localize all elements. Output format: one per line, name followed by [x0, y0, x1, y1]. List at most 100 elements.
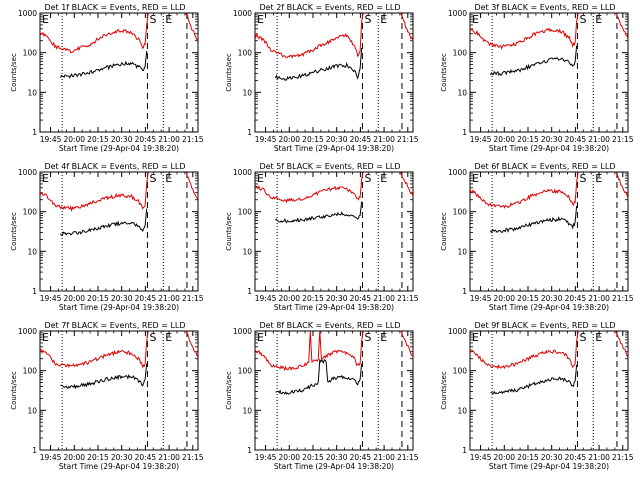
marker-label: E	[257, 331, 264, 344]
panel-8: Det 8f BLACK = Events, RED = LLD 1 10 100 10…	[225, 321, 419, 471]
panel-title: Det 6f BLACK = Events, RED = LLD	[474, 162, 615, 171]
y-tick-label: 100	[453, 367, 468, 376]
x-tick-label: 21:00	[158, 453, 180, 462]
x-tick-label: 20:00	[493, 294, 515, 303]
panel-title: Det 3f BLACK = Events, RED = LLD	[474, 3, 615, 12]
panel-9: Det 9f BLACK = Events, RED = LLD 1 10 100 10…	[440, 321, 634, 471]
y-tick-label: 100	[238, 367, 253, 376]
marker-label: E	[472, 13, 479, 26]
marker-label: E	[42, 172, 49, 185]
plot-frame	[469, 330, 629, 451]
plot-frame	[254, 330, 414, 451]
y-axis-label: Counts/sec	[225, 212, 233, 251]
panel-2: Det 2f BLACK = Events, RED = LLD 1 10 100 10…	[225, 3, 419, 153]
events-series-line	[275, 201, 363, 224]
x-tick-label: 21:15	[182, 294, 204, 303]
events-series-line	[275, 48, 363, 81]
lld-series-line	[254, 12, 364, 59]
events-series-line	[490, 205, 578, 234]
y-tick-label: 100	[238, 49, 253, 58]
y-tick-label: 1	[32, 128, 37, 137]
panel-3: Det 3f BLACK = Events, RED = LLD 1 10 100 10…	[440, 3, 634, 153]
x-tick-label: 20:15	[302, 453, 324, 462]
x-tick-label: 20:30	[111, 453, 133, 462]
x-tick-label: 21:15	[397, 453, 419, 462]
x-axis-label: Start Time (29-Apr-04 19:38:20)	[489, 144, 609, 153]
x-tick-label: 21:15	[182, 453, 204, 462]
y-tick-label: 1	[462, 446, 467, 455]
lld-series-line	[184, 12, 199, 42]
y-tick-label: 100	[23, 49, 38, 58]
y-tick-label: 1	[32, 287, 37, 296]
y-tick-label: 10	[27, 88, 37, 97]
y-tick-label: 100	[23, 367, 38, 376]
y-tick-label: 10	[242, 406, 252, 415]
lld-series-line	[614, 330, 629, 358]
y-axis-label: Counts/sec	[10, 371, 18, 410]
y-tick-label: 10	[242, 247, 252, 256]
marker-label: E	[257, 172, 264, 185]
lld-series-line	[254, 171, 364, 204]
x-axis-label: Start Time (29-Apr-04 19:38:20)	[59, 303, 179, 312]
x-tick-label: 21:00	[158, 294, 180, 303]
y-tick-label: 1	[247, 128, 252, 137]
x-tick-label: 20:00	[493, 453, 515, 462]
x-tick-label: 20:00	[278, 453, 300, 462]
y-tick-label: 10	[457, 247, 467, 256]
x-tick-label: 20:15	[517, 135, 539, 144]
x-axis-label: Start Time (29-Apr-04 19:38:20)	[489, 303, 609, 312]
marker-label: E	[165, 13, 172, 26]
x-tick-label: 20:00	[63, 294, 85, 303]
y-tick-label: 1000	[18, 168, 37, 177]
marker-label: E	[165, 331, 172, 344]
lld-series-line	[469, 12, 579, 50]
x-tick-label: 19:45	[40, 294, 62, 303]
y-tick-label: 100	[238, 208, 253, 217]
x-tick-label: 21:15	[612, 294, 634, 303]
x-axis-label: Start Time (29-Apr-04 19:38:20)	[59, 144, 179, 153]
panel-title: Det 2f BLACK = Events, RED = LLD	[259, 3, 400, 12]
marker-label: E	[595, 13, 602, 26]
lld-series-line	[469, 330, 579, 370]
x-tick-label: 20:15	[87, 294, 109, 303]
x-tick-label: 20:15	[517, 453, 539, 462]
marker-label: E	[472, 331, 479, 344]
x-tick-label: 20:30	[326, 135, 348, 144]
y-tick-label: 10	[27, 247, 37, 256]
panel-title: Det 7f BLACK = Events, RED = LLD	[44, 321, 185, 330]
marker-label: E	[165, 172, 172, 185]
marker-label: S	[579, 172, 586, 185]
x-tick-label: 20:45	[350, 135, 372, 144]
panel-title: Det 5f BLACK = Events, RED = LLD	[259, 162, 400, 171]
y-axis-label: Counts/sec	[10, 212, 18, 251]
x-tick-label: 21:15	[612, 135, 634, 144]
y-tick-label: 1000	[18, 9, 37, 18]
lld-series-line	[469, 171, 579, 209]
y-tick-label: 1000	[448, 168, 467, 177]
panel-4: Det 4f BLACK = Events, RED = LLD 1 10 100 10…	[10, 162, 204, 312]
x-tick-label: 20:30	[111, 135, 133, 144]
x-axis-label: Start Time (29-Apr-04 19:38:20)	[59, 462, 179, 471]
lld-series-line	[400, 330, 414, 358]
x-tick-label: 21:00	[158, 135, 180, 144]
panel-1: Det 1f BLACK = Events, RED = LLD 1 10 100 10…	[10, 3, 204, 153]
plot-frame	[39, 330, 199, 451]
x-tick-label: 21:00	[588, 294, 610, 303]
marker-label: S	[149, 13, 156, 26]
y-tick-label: 1000	[448, 9, 467, 18]
y-tick-label: 10	[457, 406, 467, 415]
y-tick-label: 100	[453, 208, 468, 217]
x-tick-label: 20:15	[87, 135, 109, 144]
y-tick-label: 1	[247, 287, 252, 296]
marker-label: S	[149, 172, 156, 185]
x-tick-label: 20:15	[302, 135, 324, 144]
lld-series-line	[254, 330, 364, 372]
y-axis-label: Counts/sec	[10, 53, 18, 92]
x-tick-label: 20:45	[350, 294, 372, 303]
lld-series-line	[615, 12, 629, 40]
x-tick-label: 20:00	[63, 453, 85, 462]
panel-6: Det 6f BLACK = Events, RED = LLD 1 10 100 10…	[440, 162, 634, 312]
panel-title: Det 8f BLACK = Events, RED = LLD	[259, 321, 400, 330]
x-tick-label: 20:00	[493, 135, 515, 144]
marker-label: E	[380, 13, 387, 26]
